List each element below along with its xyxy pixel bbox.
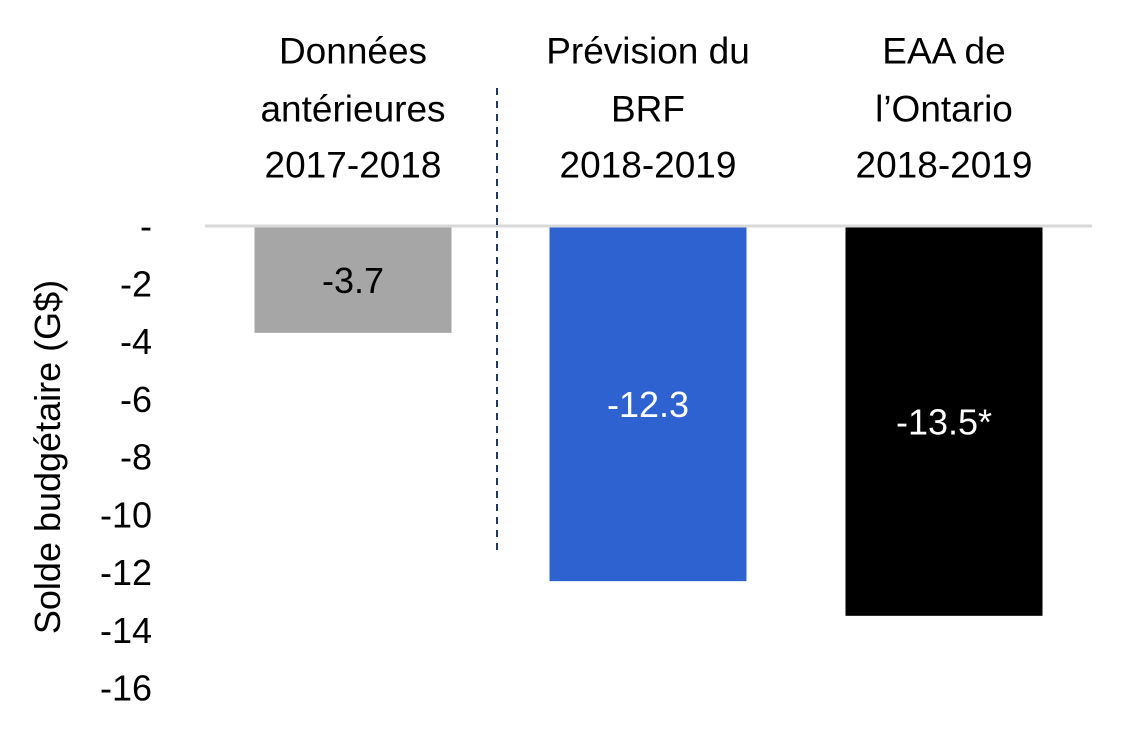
y-tick-label: -12 [100,552,152,593]
data-labels: -3.7 -12.3 -13.5* [322,260,992,442]
bar [845,226,1043,616]
category-label: EAA de [882,31,1005,72]
category-label: Prévision du [546,31,750,72]
bar-value-label: -3.7 [322,260,384,301]
bars [254,226,1043,616]
y-tick-label: -2 [120,263,152,304]
y-axis-ticks: - -2 -4 -6 -8 -10 -12 -14 -16 [100,206,152,709]
bar [254,226,452,333]
category-label: Données [279,31,427,72]
category-label: 2018-2019 [856,145,1033,186]
y-tick-label: -10 [100,494,152,535]
y-tick-label: -8 [120,437,152,478]
y-tick-label: -4 [120,321,152,362]
y-tick-label: - [140,206,152,247]
bar [549,226,747,582]
category-label: BRF [611,89,685,130]
category-labels: Données antérieures 2017-2018 Prévision du B… [260,31,1032,186]
y-tick-label: -6 [120,379,152,420]
bar-value-label: -12.3 [607,384,689,425]
y-tick-label: -16 [100,668,152,709]
category-label: antérieures [260,89,445,130]
bar-value-label: -13.5* [896,401,992,442]
y-axis-label: Solde budgétaire (G$) [27,280,68,634]
category-label: l’Ontario [875,89,1013,130]
category-label: 2018-2019 [560,145,737,186]
category-label: 2017-2018 [265,145,442,186]
y-tick-label: -14 [100,610,152,651]
